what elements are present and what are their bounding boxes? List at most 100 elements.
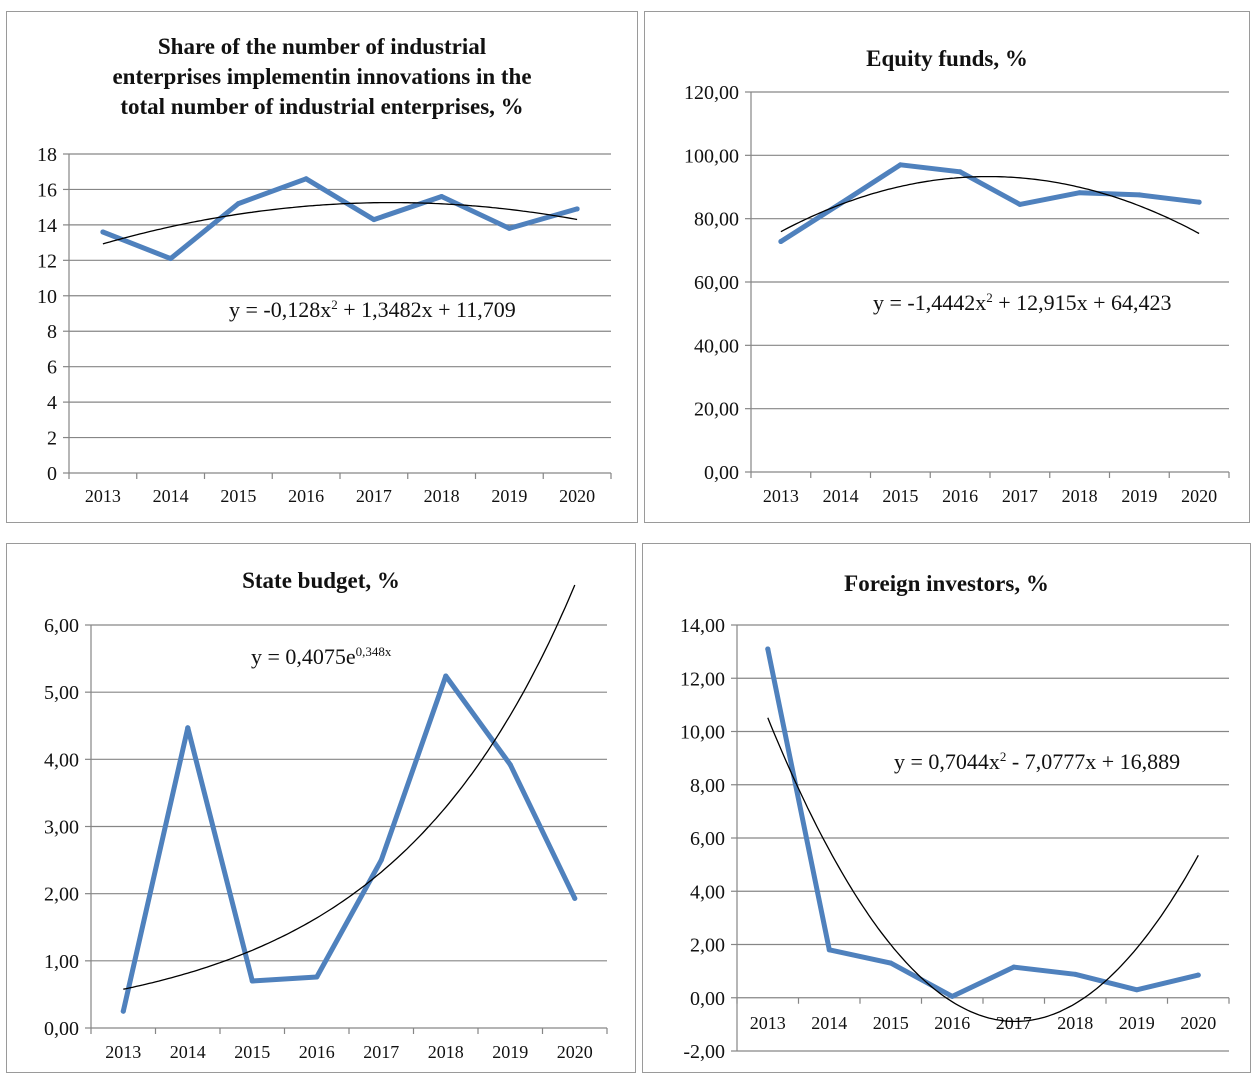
- y-tick-label: -2,00: [683, 1041, 725, 1063]
- data-point: [574, 206, 580, 212]
- x-tick-label: 2016: [288, 486, 324, 506]
- y-tick-label: 60,00: [694, 272, 739, 294]
- y-tick-label: 18: [37, 144, 57, 166]
- x-tick-label: 2014: [823, 486, 859, 506]
- data-point: [778, 238, 784, 244]
- x-tick-label: 2018: [424, 486, 460, 506]
- series-line: [100, 176, 580, 262]
- data-point: [572, 895, 578, 901]
- chart-panel-foreign-investors: Foreign investors, % -2,00 0,00 2,00 4,00 6,…: [642, 543, 1251, 1073]
- trendline: [102, 201, 578, 245]
- y-tick-label: 4,00: [690, 881, 725, 903]
- data-point: [249, 978, 255, 984]
- chart-title: Foreign investors, %: [643, 569, 1250, 599]
- data-point: [371, 217, 377, 223]
- data-point: [888, 960, 894, 966]
- chart-title-line: State budget, %: [242, 568, 400, 593]
- x-tick-label: 2014: [170, 1042, 206, 1062]
- x-tick-label: 2013: [763, 486, 799, 506]
- x-tick-label: 2020: [1180, 1013, 1216, 1033]
- data-point: [507, 762, 513, 768]
- chart-plot: 0 2 4 6 8 10 12 14 16 18 2013 2014 2015 2016 2017 2018 2…: [37, 144, 612, 506]
- x-tick-label: 2020: [557, 1042, 593, 1062]
- x-tick-label: 2015: [873, 1013, 909, 1033]
- series-line: [765, 646, 1201, 999]
- data-point: [506, 225, 512, 231]
- data-point: [439, 194, 445, 200]
- data-point: [1136, 192, 1142, 198]
- x-tick-label: 2019: [491, 486, 527, 506]
- x-tick-label: 2016: [299, 1042, 335, 1062]
- chart-panel-innovation-share: Share of the number of industrial enterp…: [6, 11, 638, 523]
- x-tick-label: 2015: [234, 1042, 270, 1062]
- x-tick-label: 2018: [1057, 1013, 1093, 1033]
- y-tick-label: 12,00: [680, 668, 725, 690]
- trendline: [780, 175, 1200, 235]
- y-tick-label: 0,00: [690, 988, 725, 1010]
- chart-panel-equity-funds: Equity funds, % 0,00 20,00 40,00 60,00 80,00…: [644, 11, 1250, 523]
- y-tick-label: 14,00: [680, 615, 725, 637]
- y-tick-label: 3,00: [44, 817, 79, 839]
- data-point: [314, 974, 320, 980]
- y-tick-label: 4,00: [44, 749, 79, 771]
- y-tick-label: 0,00: [44, 1018, 79, 1040]
- data-point: [826, 947, 832, 953]
- chart-title-line: enterprises implementin innovations in t…: [112, 64, 532, 89]
- x-tick-label: 2014: [811, 1013, 847, 1033]
- chart-title-line: Foreign investors, %: [844, 571, 1049, 596]
- y-tick-label: 4: [47, 392, 57, 414]
- data-point: [120, 1008, 126, 1014]
- trendline: [123, 584, 576, 990]
- data-point: [1011, 964, 1017, 970]
- chart-title-line: total number of industrial enterprises, …: [120, 94, 524, 119]
- data-point: [1017, 201, 1023, 207]
- y-tick-label: 2,00: [44, 884, 79, 906]
- x-tick-label: 2017: [356, 486, 392, 506]
- x-tick-label: 2020: [559, 486, 595, 506]
- trendline-equation: y = 0,4075e0,348x: [251, 644, 392, 669]
- chart-title: State budget, %: [7, 566, 635, 596]
- chart-title: Share of the number of industrial enterp…: [7, 32, 637, 122]
- y-tick-label: 6,00: [690, 828, 725, 850]
- x-tick-label: 2014: [153, 486, 189, 506]
- data-point: [378, 857, 384, 863]
- data-point: [897, 162, 903, 168]
- x-tick-label: 2017: [1002, 486, 1038, 506]
- series-line: [778, 162, 1202, 244]
- y-tick-label: 2,00: [690, 935, 725, 957]
- x-tick-label: 2013: [85, 486, 121, 506]
- chart-plot: 0,00 20,00 40,00 60,00 80,00 100,00 120,00 2013…: [684, 82, 1230, 506]
- x-tick-label: 2017: [996, 1013, 1032, 1033]
- trendline-equation: y = -1,4442x2 + 12,915x + 64,423: [873, 290, 1172, 315]
- data-point: [957, 169, 963, 175]
- y-tick-label: 40,00: [694, 335, 739, 357]
- x-tick-label: 2015: [882, 486, 918, 506]
- data-point: [1077, 190, 1083, 196]
- chart-plot: 0,00 1,00 2,00 3,00 4,00 5,00 6,00 2013 2014 2015…: [44, 584, 608, 1062]
- x-tick-label: 2019: [1121, 486, 1157, 506]
- y-tick-label: 80,00: [694, 209, 739, 231]
- data-point: [235, 201, 241, 207]
- x-tick-label: 2019: [492, 1042, 528, 1062]
- y-tick-label: 0: [47, 463, 57, 485]
- x-tick-label: 2016: [942, 486, 978, 506]
- data-point: [185, 725, 191, 731]
- data-point: [443, 673, 449, 679]
- chart-panel-state-budget: State budget, % 0,00 1,00 2,00 3,00 4,00 5,00…: [6, 543, 636, 1073]
- y-tick-label: 10,00: [680, 722, 725, 744]
- chart-title: Equity funds, %: [645, 44, 1249, 74]
- y-tick-label: 0,00: [704, 462, 739, 484]
- y-tick-label: 120,00: [684, 82, 739, 104]
- chart-plot: -2,00 0,00 2,00 4,00 6,00 8,00 10,00 12,00 14,00…: [680, 615, 1230, 1063]
- y-tick-label: 6: [47, 357, 57, 379]
- y-tick-label: 14: [37, 215, 57, 237]
- y-tick-label: 20,00: [694, 399, 739, 421]
- data-point: [1072, 971, 1078, 977]
- y-tick-label: 8: [47, 321, 57, 343]
- y-tick-label: 100,00: [684, 145, 739, 167]
- y-tick-label: 10: [37, 286, 57, 308]
- data-point: [949, 993, 955, 999]
- x-tick-label: 2013: [105, 1042, 141, 1062]
- data-point: [1195, 972, 1201, 978]
- data-point: [168, 256, 174, 262]
